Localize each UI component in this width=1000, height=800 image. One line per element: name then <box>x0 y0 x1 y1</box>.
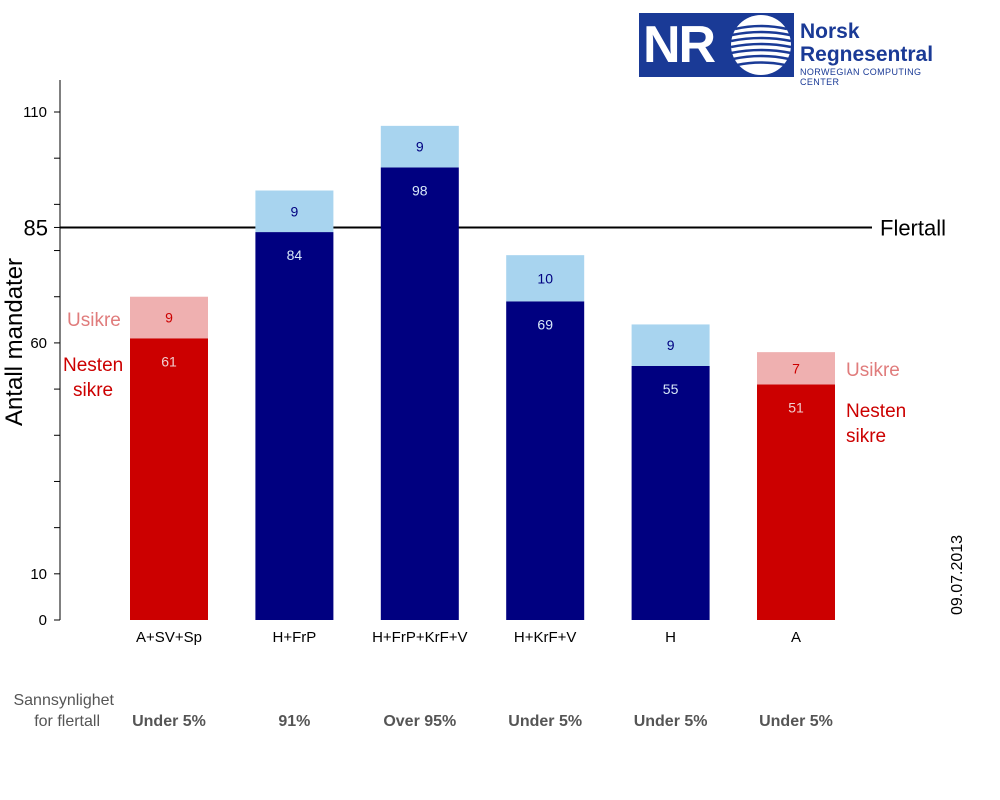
bar-unsure-value: 9 <box>416 139 424 155</box>
y-tick-label: 60 <box>30 335 47 352</box>
logo-globe-icon <box>730 15 792 75</box>
bar-unsure-0 <box>130 296 208 339</box>
legend-nesten-right: Nesten <box>846 401 906 422</box>
bar-sure-5 <box>757 384 835 620</box>
category-label: H+FrP+KrF+V <box>372 629 467 646</box>
y-tick-label: 10 <box>30 566 47 583</box>
bar-sure-value: 55 <box>663 381 679 397</box>
bar-unsure-4 <box>631 324 710 366</box>
date-label: 09.07.2013 <box>949 535 966 615</box>
bar-sure-value: 51 <box>788 399 804 415</box>
y-tick-label: 110 <box>23 104 47 121</box>
probability-header-line1: Sannsynlighet <box>13 692 114 709</box>
category-label: H+KrF+V <box>514 629 577 646</box>
logo-mark-text: NR <box>643 16 716 74</box>
category-label: A+SV+Sp <box>136 629 202 646</box>
legend-nesten-left: Nesten <box>63 355 123 376</box>
category-label: H <box>665 629 676 646</box>
probability-header-line2: for flertall <box>34 713 100 730</box>
probability-value: Under 5% <box>132 713 206 730</box>
y-axis: 0 10 60 85 110 <box>23 80 61 629</box>
bar-sure-0 <box>130 338 208 620</box>
probability-value: Under 5% <box>508 713 582 730</box>
legend-sikre-left: sikre <box>73 380 113 401</box>
category-label: A <box>791 629 801 646</box>
majority-line-group: Flertall <box>60 215 946 240</box>
bar-unsure-3 <box>506 255 585 302</box>
legend: Usikre Nesten sikre Usikre Nesten sikre <box>63 310 906 447</box>
bar-sure-value: 98 <box>412 182 428 198</box>
majority-label: Flertall <box>880 215 946 240</box>
category-labels: A+SV+Sp H+FrP H+FrP+KrF+V H+KrF+V H A <box>136 629 801 646</box>
logo-text-norsk: Norsk <box>800 20 860 43</box>
bar-sure-value: 84 <box>287 247 303 263</box>
probability-value: Under 5% <box>759 713 833 730</box>
bar-sure-value: 61 <box>161 353 177 369</box>
bar-sure-value: 69 <box>537 316 553 332</box>
bar-unsure-value: 7 <box>792 360 800 376</box>
category-label: H+FrP <box>273 629 317 646</box>
bar-unsure-1 <box>255 190 334 233</box>
bar-unsure-value: 9 <box>667 337 675 353</box>
bar-sure-2 <box>380 167 459 620</box>
y-tick-label: 85 <box>24 215 48 240</box>
probability-value: 91% <box>278 713 310 730</box>
bar-unsure-value: 9 <box>165 310 173 326</box>
logo-text-ncc: NORWEGIAN COMPUTING CENTER <box>800 67 922 87</box>
probability-row: Under 5% 91% Over 95% Under 5% Under 5% Under… <box>13 692 832 730</box>
probability-value: Over 95% <box>383 713 456 730</box>
probability-value: Under 5% <box>634 713 708 730</box>
bar-sure-3 <box>506 301 585 620</box>
legend-usikre-right: Usikre <box>846 360 900 381</box>
bar-sure-4 <box>631 366 710 620</box>
bar-sure-1 <box>255 232 334 620</box>
bar-unsure-value: 10 <box>537 270 553 286</box>
y-axis-label: Antall mandater <box>1 258 28 426</box>
bars: 9 61 9 84 9 98 10 69 9 55 7 51 <box>130 125 835 620</box>
bar-unsure-value: 9 <box>291 203 299 219</box>
nr-logo: NR Norsk Regnesentral NORWEGIAN COMPUTIN… <box>639 13 962 87</box>
y-tick-label: 0 <box>39 612 47 629</box>
bar-unsure-2 <box>380 125 459 168</box>
legend-usikre-left: Usikre <box>67 310 121 331</box>
bar-unsure-5 <box>757 352 835 385</box>
logo-text-regnesentral: Regnesentral <box>800 43 934 66</box>
logo-mark: NR <box>639 13 794 77</box>
legend-sikre-right: sikre <box>846 426 886 447</box>
